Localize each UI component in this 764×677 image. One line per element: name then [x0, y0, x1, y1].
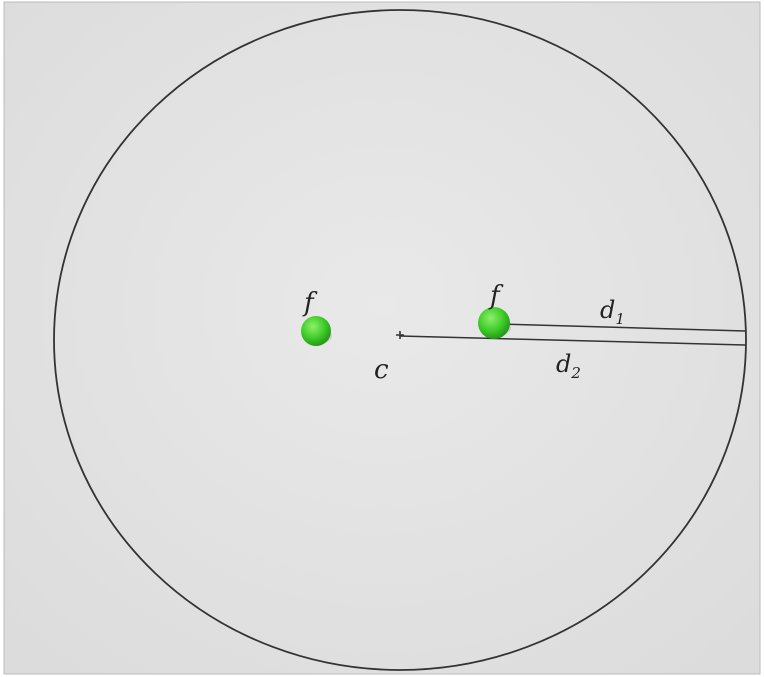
distance-label: d2 — [556, 350, 581, 382]
center-label: c — [374, 355, 389, 385]
distance-sub: 2 — [570, 364, 581, 382]
center-mark — [396, 331, 404, 339]
circle — [53, 9, 747, 671]
pin — [478, 307, 510, 339]
line-d2 — [399, 335, 746, 346]
distance-sub: 1 — [615, 310, 625, 328]
pin — [301, 316, 331, 346]
paper — [3, 1, 761, 675]
line-d1 — [499, 323, 746, 332]
distance-text: d — [556, 350, 571, 378]
distance-label: d1 — [600, 296, 625, 328]
distance-text: d — [600, 296, 615, 324]
